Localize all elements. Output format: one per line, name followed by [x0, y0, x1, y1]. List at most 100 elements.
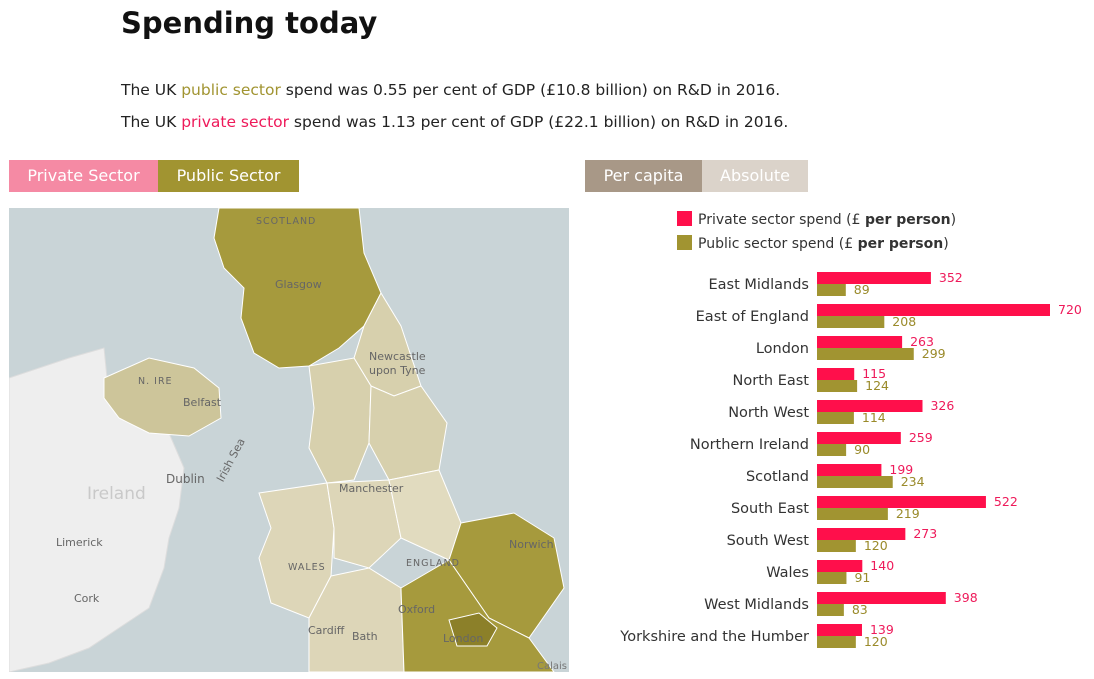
private-value-label: 720 — [1058, 302, 1082, 317]
private-sector-button[interactable]: Private Sector — [9, 160, 158, 192]
private-value-label: 273 — [913, 526, 937, 541]
map-label-bath: Bath — [352, 630, 378, 643]
map-label-wales: WALES — [288, 562, 326, 573]
intro-public: The UK public sector spend was 0.55 per … — [121, 81, 780, 99]
public-bar[interactable] — [817, 412, 854, 424]
private-value-label: 140 — [870, 558, 894, 573]
private-value-label: 139 — [870, 622, 894, 637]
map-label-manchester: Manchester — [339, 482, 404, 495]
private-bar[interactable] — [817, 592, 946, 604]
map-label-cardiff: Cardiff — [308, 624, 345, 637]
public-bar[interactable] — [817, 284, 846, 296]
category-label: West Midlands — [704, 597, 809, 613]
public-value-label: 208 — [892, 314, 916, 329]
category-label: North East — [733, 373, 810, 389]
map-label-england: ENGLAND — [406, 558, 460, 569]
legend-private-swatch — [677, 211, 692, 226]
private-bar[interactable] — [817, 528, 906, 540]
intro-private-prefix: The UK — [121, 113, 182, 131]
map-credit: Calais — [536, 661, 567, 672]
map-label-glasgow: Glasgow — [275, 278, 322, 291]
private-bar[interactable] — [817, 560, 863, 572]
page-title: Spending today — [121, 6, 378, 40]
public-bar[interactable] — [817, 348, 914, 360]
public-bar[interactable] — [817, 508, 888, 520]
legend-public-suffix: ) — [943, 236, 949, 252]
intro-public-highlight: public sector — [181, 81, 281, 99]
private-value-label: 352 — [939, 270, 963, 285]
public-value-label: 120 — [864, 634, 888, 649]
region-south-west — [308, 567, 405, 672]
intro-private-suffix: spend was 1.13 per cent of GDP (£22.1 bi… — [289, 113, 789, 131]
category-label: East Midlands — [708, 277, 809, 293]
map-label-newcastle: Newcastle upon Tyne — [369, 350, 426, 377]
public-bar[interactable] — [817, 540, 856, 552]
private-bar[interactable] — [817, 336, 903, 348]
legend-private-prefix: Private sector spend (£ — [698, 212, 865, 228]
category-label: Wales — [766, 565, 809, 581]
intro-private: The UK private sector spend was 1.13 per… — [121, 113, 788, 131]
legend-private-bold: per person — [864, 212, 951, 228]
private-bar[interactable] — [817, 368, 855, 380]
region-yorkshire — [368, 385, 448, 481]
region-northern-ireland — [103, 357, 222, 437]
region-scotland — [213, 208, 382, 369]
category-label: East of England — [696, 309, 809, 325]
public-bar[interactable] — [817, 572, 847, 584]
private-bar[interactable] — [817, 272, 931, 284]
private-value-label: 259 — [909, 430, 933, 445]
private-value-label: 115 — [862, 366, 886, 381]
public-sector-button[interactable]: Public Sector — [158, 160, 299, 192]
public-bar[interactable] — [817, 316, 885, 328]
public-bar[interactable] — [817, 636, 856, 648]
public-value-label: 120 — [864, 538, 888, 553]
public-value-label: 234 — [901, 474, 925, 489]
per-capita-button[interactable]: Per capita — [585, 160, 702, 192]
private-value-label: 326 — [930, 398, 954, 413]
public-value-label: 89 — [854, 282, 870, 297]
public-value-label: 90 — [854, 442, 870, 457]
region-london — [448, 612, 498, 647]
private-bar[interactable] — [817, 304, 1050, 316]
private-bar[interactable] — [817, 432, 901, 444]
private-bar[interactable] — [817, 624, 862, 636]
legend-private-suffix: ) — [950, 212, 957, 228]
map-label-dublin: Dublin — [166, 472, 205, 486]
public-bar[interactable] — [817, 380, 858, 392]
public-bar[interactable] — [817, 444, 847, 456]
category-label: Yorkshire and the Humber — [619, 629, 809, 645]
legend-public-swatch — [677, 235, 692, 250]
public-value-label: 114 — [862, 410, 886, 425]
private-bar[interactable] — [817, 400, 923, 412]
category-label: Northern Ireland — [690, 437, 809, 453]
private-value-label: 263 — [910, 334, 934, 349]
category-label: South East — [731, 501, 809, 517]
map-label-n-ire: N. IRE — [138, 376, 173, 387]
private-value-label: 398 — [954, 590, 978, 605]
public-bar[interactable] — [817, 604, 844, 616]
legend-public-prefix: Public sector spend (£ — [698, 236, 858, 252]
public-value-label: 91 — [854, 570, 870, 585]
category-label: Scotland — [746, 469, 809, 485]
map-label-cork: Cork — [74, 592, 100, 605]
private-bar[interactable] — [817, 464, 882, 476]
private-bar[interactable] — [817, 496, 986, 508]
category-label: South West — [727, 533, 810, 549]
public-value-label: 124 — [865, 378, 889, 393]
category-label: London — [756, 341, 809, 357]
map-label-belfast: Belfast — [183, 396, 222, 409]
intro-private-highlight: private sector — [181, 113, 289, 131]
region-map[interactable]: SCOTLAND Glasgow Newcastle upon Tyne N. … — [9, 208, 569, 672]
bar-chart: East Midlands 352 89 East of England 720 208 L… — [619, 270, 1082, 649]
map-label-limerick: Limerick — [56, 536, 103, 549]
legend-public-bold: per person — [857, 236, 944, 252]
absolute-button[interactable]: Absolute — [702, 160, 808, 192]
map-label-ireland: Ireland — [87, 484, 146, 504]
map-label-norwich: Norwich — [509, 538, 554, 551]
intro-public-suffix: spend was 0.55 per cent of GDP (£10.8 bi… — [280, 81, 781, 99]
intro-public-prefix: The UK — [121, 81, 182, 99]
map-label-london: London — [443, 632, 484, 645]
public-bar[interactable] — [817, 476, 893, 488]
category-label: North West — [728, 405, 809, 421]
public-value-label: 219 — [896, 506, 920, 521]
